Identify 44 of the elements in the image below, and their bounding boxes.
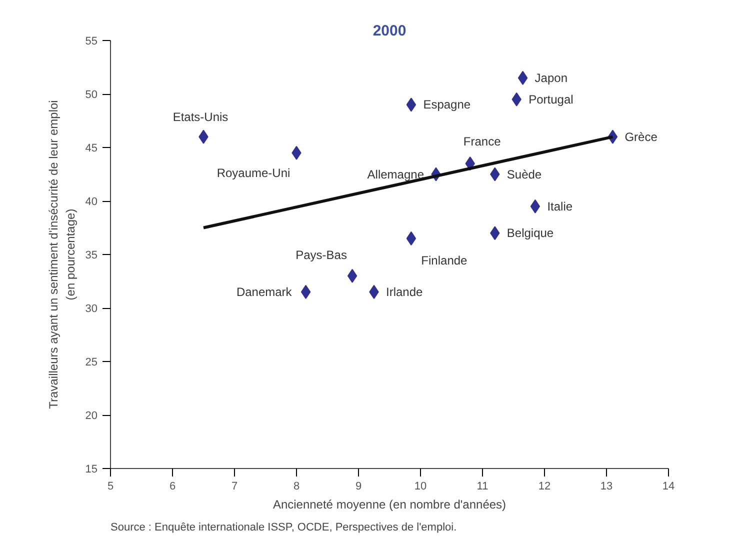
data-label: Allemagne <box>367 167 424 182</box>
x-tick-label: 9 <box>355 480 362 492</box>
data-label: Irlande <box>386 284 424 299</box>
data-label: Danemark <box>236 284 293 299</box>
y-tick-label: 25 <box>85 356 98 368</box>
x-tick-label: 5 <box>107 480 114 492</box>
x-tick-label: 13 <box>600 480 613 492</box>
point <box>518 70 528 85</box>
x-tick-label: 12 <box>538 480 551 492</box>
data-label: Italie <box>547 199 573 214</box>
y-tick-label: 30 <box>85 303 98 315</box>
y-tick-label: 55 <box>85 36 98 48</box>
point <box>347 268 358 283</box>
x-tick-label: 10 <box>414 480 427 492</box>
y-tick-label: 50 <box>85 89 98 101</box>
data-label: Belgique <box>506 226 554 240</box>
data-label: Japon <box>534 70 568 85</box>
data-label: Finlande <box>421 253 468 268</box>
data-label: Espagne <box>423 98 471 112</box>
y-tick-label: 40 <box>85 196 98 208</box>
data-label: Pays-Bas <box>296 248 347 262</box>
x-tick-label: 11 <box>476 480 488 492</box>
data-label: Portugal <box>528 92 574 106</box>
x-tick-label: 14 <box>662 480 675 492</box>
y-axis-title: Travailleurs ayant un sentiment d'insécurité de leur emploi (en pourcentage) <box>46 100 78 409</box>
y-tick-label: 35 <box>85 250 98 262</box>
x-axis-title: Ancienneté moyenne (en nombre d'années) <box>272 498 506 512</box>
y-tick-label: 45 <box>85 142 98 154</box>
y-tick-label: 15 <box>85 464 98 476</box>
x-tick-label: 6 <box>169 480 176 492</box>
point <box>530 199 540 214</box>
x-tick-label: 7 <box>231 480 238 492</box>
point <box>406 98 416 112</box>
data-label: France <box>463 134 502 149</box>
data-label: Suède <box>506 167 542 182</box>
chart-title: 2000 <box>372 22 406 40</box>
data-label: Grèce <box>624 130 658 144</box>
data-label: Etats-Unis <box>172 110 228 124</box>
x-tick-label: 8 <box>293 480 300 492</box>
point <box>300 284 311 299</box>
source-note: Source : Enquête internationale ISSP, OCDE, Perspectives de l'emploi. <box>110 522 457 534</box>
y-tick-label: 20 <box>85 410 98 422</box>
data-label: Royaume-Uni <box>216 166 290 180</box>
point <box>406 231 416 246</box>
